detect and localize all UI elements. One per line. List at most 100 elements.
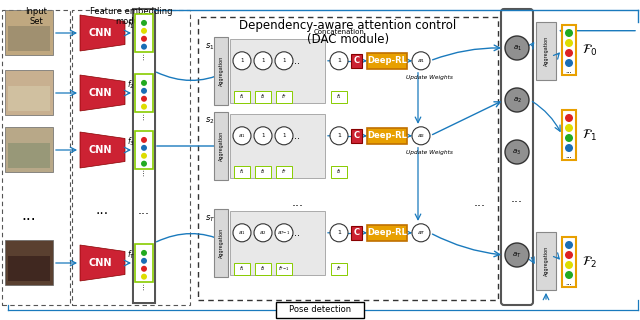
Text: CNN: CNN (89, 258, 113, 268)
Bar (255, 166, 271, 178)
Bar (135, 244, 153, 282)
Bar (351, 226, 362, 240)
Circle shape (330, 52, 348, 70)
Circle shape (141, 80, 147, 86)
Text: $a_2$: $a_2$ (513, 95, 522, 105)
Text: ...: ... (138, 204, 150, 217)
Circle shape (565, 241, 573, 249)
Bar (133, 9, 155, 303)
Text: ...: ... (291, 56, 301, 66)
Text: ⋯: ⋯ (141, 170, 147, 177)
Bar (8, 256, 50, 281)
Text: $a_1$: $a_1$ (417, 57, 425, 65)
Text: $a_1$: $a_1$ (513, 44, 522, 52)
Text: Aggregation: Aggregation (543, 246, 548, 276)
Text: $f_1$: $f_1$ (336, 92, 342, 101)
Bar (562, 110, 576, 160)
Bar (198, 17, 498, 300)
Text: 1: 1 (282, 133, 285, 138)
Text: $\mathcal{F}_2$: $\mathcal{F}_2$ (582, 254, 597, 269)
Polygon shape (80, 132, 125, 168)
Bar (331, 263, 347, 275)
Text: 1: 1 (240, 58, 244, 63)
Text: ...: ... (96, 203, 109, 217)
Bar (276, 263, 292, 275)
Text: Input
Set: Input Set (25, 7, 47, 26)
Text: C: C (353, 131, 360, 140)
Bar (331, 91, 347, 103)
Circle shape (141, 104, 147, 110)
Text: $f_2$: $f_2$ (260, 265, 266, 274)
Text: ⋯: ⋯ (141, 283, 147, 290)
Polygon shape (80, 15, 125, 51)
Text: ...: ... (566, 68, 572, 74)
Bar (276, 302, 364, 318)
Bar (234, 91, 250, 103)
Text: $f_2$: $f_2$ (336, 168, 342, 176)
Bar (8, 86, 50, 110)
Text: ...: ... (292, 196, 304, 209)
Text: $a_1$: $a_1$ (238, 229, 246, 237)
Text: 1: 1 (282, 58, 285, 63)
Bar (367, 53, 407, 69)
Text: $f_1$: $f_1$ (239, 265, 245, 274)
Circle shape (141, 96, 147, 102)
Text: Concatenation: Concatenation (314, 29, 364, 35)
Text: $a_{T\!-\!1}$: $a_{T\!-\!1}$ (277, 229, 291, 237)
Text: Deep-RL: Deep-RL (367, 56, 407, 65)
Text: Pose detection: Pose detection (289, 306, 351, 315)
Text: ...: ... (474, 196, 486, 209)
Circle shape (565, 261, 573, 269)
Circle shape (141, 266, 147, 272)
Bar (135, 74, 153, 112)
Circle shape (565, 29, 573, 37)
Text: ...: ... (291, 131, 301, 141)
Bar (5, 70, 53, 115)
Circle shape (565, 124, 573, 132)
Bar (276, 166, 292, 178)
Bar (5, 127, 53, 172)
Circle shape (233, 127, 251, 145)
Circle shape (565, 49, 573, 57)
Bar (5, 10, 53, 55)
Circle shape (254, 52, 272, 70)
Text: $a_1$: $a_1$ (238, 132, 246, 140)
Text: $f_2$: $f_2$ (127, 78, 134, 91)
Bar (8, 143, 50, 167)
Text: $f_2$: $f_2$ (260, 168, 266, 176)
Text: $f_{T\!-\!1}$: $f_{T\!-\!1}$ (278, 265, 290, 274)
Bar (135, 14, 153, 52)
Text: $s_2$: $s_2$ (205, 116, 214, 126)
Text: $f_1$: $f_1$ (127, 19, 134, 31)
Bar (255, 91, 271, 103)
Text: ...: ... (22, 207, 36, 222)
Text: ...: ... (566, 280, 572, 286)
Circle shape (254, 127, 272, 145)
Bar (214, 209, 228, 277)
Circle shape (565, 271, 573, 279)
Bar (351, 129, 362, 143)
Bar (351, 54, 362, 68)
Bar (72, 10, 190, 305)
Text: C: C (353, 228, 360, 237)
Polygon shape (80, 75, 125, 111)
Circle shape (330, 224, 348, 242)
Text: Aggregation: Aggregation (218, 56, 223, 86)
Text: Update Weights: Update Weights (406, 150, 452, 155)
Circle shape (275, 52, 293, 70)
Bar (230, 114, 325, 178)
Text: $a_3$: $a_3$ (513, 148, 522, 156)
Bar (234, 263, 250, 275)
Text: ...: ... (566, 153, 572, 159)
Text: CNN: CNN (89, 88, 113, 98)
Text: $f_1$: $f_1$ (239, 168, 245, 176)
Bar (536, 22, 556, 80)
Bar (214, 37, 228, 105)
Circle shape (505, 88, 529, 112)
Bar (134, 10, 154, 302)
Circle shape (141, 274, 147, 280)
Circle shape (412, 224, 430, 242)
Circle shape (141, 153, 147, 159)
Text: $a_2$: $a_2$ (259, 229, 267, 237)
Circle shape (565, 59, 573, 67)
